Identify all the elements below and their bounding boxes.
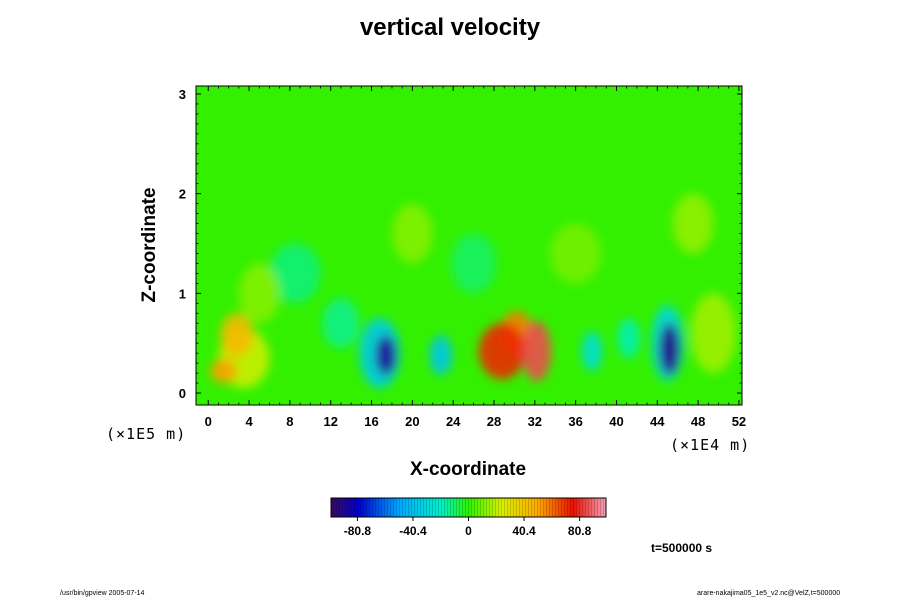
heat-cell — [238, 263, 280, 324]
x-tick-label: 52 — [732, 414, 746, 429]
footer-command: /usr/bin/gpview 2005-07-14 — [60, 590, 145, 597]
x-tick-label: 0 — [205, 414, 212, 429]
heat-cell — [392, 203, 433, 264]
colorbar-tick-label: -40.4 — [399, 524, 427, 538]
x-tick-label: 20 — [405, 414, 419, 429]
y-tick-label: 0 — [179, 386, 186, 401]
x-tick-label: 44 — [650, 414, 665, 429]
heat-cell — [429, 335, 453, 376]
colorbar-tick-label: 0 — [465, 524, 472, 538]
x-tick-label: 36 — [568, 414, 582, 429]
heat-cell — [375, 335, 396, 376]
colorbar-tick-label: 40.4 — [512, 524, 536, 538]
heat-cell — [581, 331, 603, 372]
footer-source: arare-nakajima05_1e5_v2.nc@VelZ,t=500000 — [697, 590, 841, 597]
heat-cell — [210, 359, 237, 384]
y-tick-label: 1 — [179, 286, 186, 301]
colorbar-stripes — [331, 498, 606, 517]
x-axis-label: X-coordinate — [409, 459, 527, 480]
y-tick-label: 2 — [179, 187, 186, 202]
plot-frame — [195, 85, 743, 406]
x-scale-label: (×1E5 m) — [106, 425, 187, 443]
z-scale-label: (×1E4 m) — [670, 436, 751, 454]
y-axis-label: Z-coordinate — [139, 187, 160, 303]
heat-cell — [617, 318, 640, 359]
x-tick-label: 24 — [446, 414, 461, 429]
heat-cell — [269, 243, 321, 304]
heat-cell — [659, 323, 680, 376]
x-tick-label: 28 — [487, 414, 501, 429]
x-tick-label: 4 — [245, 414, 253, 429]
heat-cell — [478, 323, 526, 380]
heat-cell — [522, 321, 552, 382]
x-tick-label: 8 — [286, 414, 293, 429]
heat-cell — [322, 298, 360, 349]
x-tick-label: 16 — [364, 414, 378, 429]
x-tick-label: 12 — [323, 414, 337, 429]
x-tick-label: 48 — [691, 414, 705, 429]
time-label: t=500000 s — [651, 541, 713, 555]
heat-cell — [451, 233, 497, 294]
chart-title: vertical velocity — [359, 14, 541, 41]
x-tick-label: 32 — [528, 414, 542, 429]
colorbar-tick-label: 80.8 — [568, 524, 592, 538]
colorbar-tick-label: -80.8 — [344, 524, 372, 538]
heat-cell — [690, 293, 736, 374]
heat-cell — [550, 223, 602, 284]
heat-cell — [220, 313, 254, 358]
x-tick-label: 40 — [609, 414, 623, 429]
y-tick-label: 3 — [179, 87, 186, 102]
heat-cell — [672, 193, 714, 254]
